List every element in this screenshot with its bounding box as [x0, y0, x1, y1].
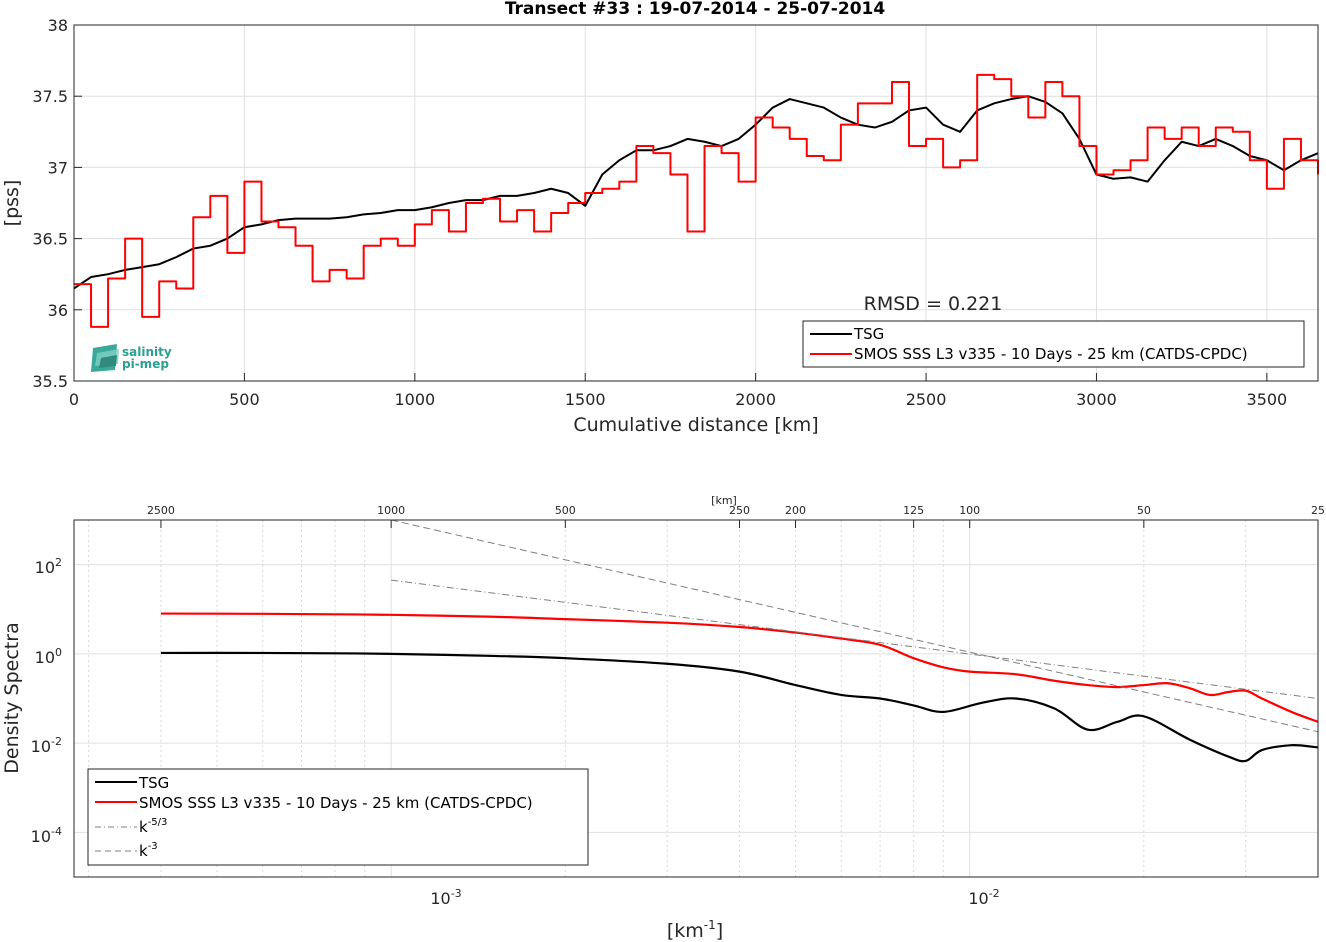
smos-spectrum-line	[160, 612, 1319, 723]
logo-text: salinity	[122, 345, 172, 359]
top-x-axis-label: Cumulative distance [km]	[573, 414, 818, 436]
y-tick-label: 37	[48, 158, 68, 177]
y-tick-label: 100	[35, 646, 62, 667]
logo-text: pi-mep	[122, 357, 169, 371]
x-tick-label: 1500	[565, 390, 606, 409]
top-tick-label: 2500	[147, 504, 175, 517]
top-y-axis-label: [pss]	[1, 180, 23, 227]
x-tick-label: 0	[69, 390, 79, 409]
top-chart-title: Transect #33 : 19-07-2014 - 25-07-2014	[505, 0, 886, 19]
y-tick-label: 37.5	[32, 87, 68, 106]
bottom-legend-smos: SMOS SSS L3 v335 - 10 Days - 25 km (CATD…	[139, 794, 533, 812]
top-tick-label: 25	[1311, 504, 1325, 517]
bottom-legend-tsg: TSG	[138, 774, 169, 792]
top-tick-label: 1000	[377, 504, 405, 517]
bottom-y-ticks: 10-4 10-2 100 102	[31, 556, 62, 846]
bottom-series	[160, 519, 1319, 763]
bottom-panel: 2500 1000 500 250 200 125 100 50 25 [km] 10-3 10…	[1, 494, 1325, 942]
y-tick-label: 36.5	[32, 230, 68, 249]
bottom-axes-box	[73, 519, 1319, 878]
bottom-x-ticks: 10-3 10-2	[430, 887, 999, 908]
bottom-top-axis-ticks: 2500 1000 500 250 200 125 100 50 25	[147, 504, 1325, 528]
tsg-spectrum-line	[160, 651, 1319, 763]
top-y-ticks: 35.5 36 36.5 37 37.5 38	[32, 16, 68, 391]
x-tick-label: 500	[229, 390, 260, 409]
k53-reference-line	[391, 579, 1319, 699]
x-tick-label: 10-2	[968, 887, 999, 908]
y-tick-label: 10-2	[31, 735, 62, 756]
y-tick-label: 35.5	[32, 372, 68, 391]
tsg-series-line	[73, 95, 1319, 290]
bottom-x-axis-label: [km-1]	[667, 918, 723, 942]
y-tick-label: 38	[48, 16, 68, 35]
x-tick-label: 2000	[735, 390, 776, 409]
top-tick-label: 500	[555, 504, 576, 517]
bottom-legend: TSG SMOS SSS L3 v335 - 10 Days - 25 km (…	[87, 768, 589, 866]
y-tick-label: 36	[48, 301, 68, 320]
top-legend: TSG SMOS SSS L3 v335 - 10 Days - 25 km (…	[802, 320, 1305, 368]
x-tick-label: 10-3	[430, 887, 461, 908]
y-tick-label: 102	[35, 556, 62, 577]
x-tick-label: 3500	[1247, 390, 1288, 409]
smos-series-line	[74, 73, 1319, 328]
top-legend-smos: SMOS SSS L3 v335 - 10 Days - 25 km (CATD…	[854, 345, 1248, 363]
top-legend-tsg: TSG	[853, 325, 884, 343]
rmsd-annotation: RMSD = 0.221	[864, 293, 1003, 315]
top-legend-box	[802, 320, 1305, 368]
salinity-pi-mep-logo: salinity pi-mep	[91, 344, 172, 372]
top-tick-label: 50	[1137, 504, 1151, 517]
bottom-y-axis-label: Density Spectra	[1, 622, 23, 773]
top-series	[73, 73, 1319, 328]
top-axes-box	[73, 24, 1319, 382]
bottom-top-axis-label: [km]	[711, 494, 737, 507]
top-tick-label: 100	[959, 504, 980, 517]
top-tick-label: 125	[903, 504, 924, 517]
wave-logo-icon	[91, 344, 119, 372]
x-tick-label: 3000	[1076, 390, 1117, 409]
top-tick-label: 250	[729, 504, 750, 517]
top-tick-label: 200	[785, 504, 806, 517]
bottom-legend-box	[87, 768, 589, 866]
k3-reference-line	[391, 519, 1319, 733]
top-panel: Transect #33 : 19-07-2014 - 25-07-2014 0…	[1, 0, 1319, 436]
x-tick-label: 1000	[394, 390, 435, 409]
x-tick-label: 2500	[906, 390, 947, 409]
y-tick-label: 10-4	[31, 825, 62, 846]
top-x-ticks: 0 500 1000 1500 2000 2500 3000 3500	[69, 390, 1287, 409]
